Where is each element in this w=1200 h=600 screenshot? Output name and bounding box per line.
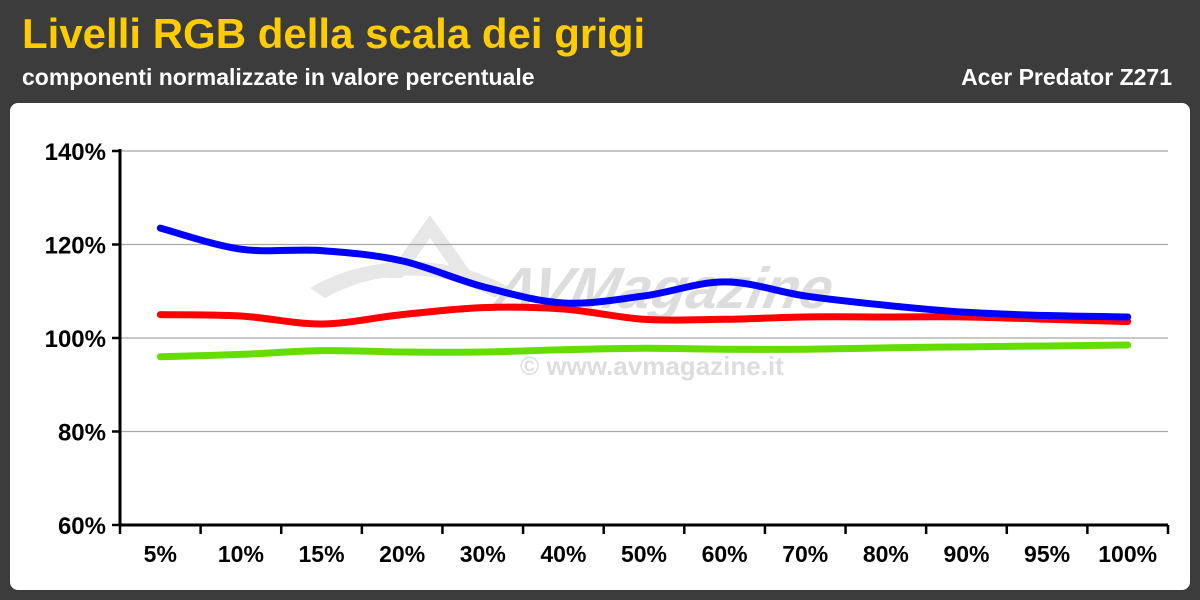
x-tick-label: 80% xyxy=(863,541,909,567)
x-tick-label: 10% xyxy=(218,541,264,567)
x-tick-label: 30% xyxy=(460,541,506,567)
y-tick-label: 60% xyxy=(58,513,106,540)
y-tick-label: 100% xyxy=(45,326,106,353)
watermark: AVMagazine © www.avmagazine.it xyxy=(310,215,840,381)
chart-title: Livelli RGB della scala dei grigi xyxy=(22,10,646,57)
series-line-2 xyxy=(156,341,1132,361)
chart-subtitle: componenti normalizzate in valore percen… xyxy=(22,64,535,90)
x-tick-label: 60% xyxy=(702,541,748,567)
chart-panel: AVMagazine © www.avmagazine.it 60% 80% 100… xyxy=(10,103,1190,590)
x-tick-label: 50% xyxy=(621,541,667,567)
header: Livelli RGB della scala dei grigi compon… xyxy=(0,0,1200,102)
y-tick-label: 120% xyxy=(45,233,106,260)
x-tick-label: 20% xyxy=(379,541,425,567)
x-tick-label: 100% xyxy=(1098,541,1157,567)
axes xyxy=(112,149,1170,534)
watermark-logo-text: AVMagazine xyxy=(487,257,840,321)
x-tick-label: 15% xyxy=(299,541,345,567)
series-line-0 xyxy=(156,224,1132,321)
line-chart: AVMagazine © www.avmagazine.it 60% 80% 100… xyxy=(45,139,1170,567)
x-tick-label: 70% xyxy=(782,541,828,567)
x-tick-label: 90% xyxy=(943,541,989,567)
x-tick-label: 40% xyxy=(540,541,586,567)
x-axis-ticks: 5% 10% 15% 20% 30% 40% 50% 60% 70% 80% 90% 95% 100% xyxy=(144,541,1157,567)
y-tick-label: 140% xyxy=(45,139,106,166)
y-axis-ticks: 60% 80% 100% 120% 140% xyxy=(45,139,106,540)
monitor-model: Acer Predator Z271 xyxy=(961,64,1172,90)
series-lines xyxy=(156,224,1132,361)
gridlines xyxy=(120,150,1168,433)
y-tick-label: 80% xyxy=(58,420,106,447)
x-tick-label: 5% xyxy=(144,541,177,567)
watermark-url: © www.avmagazine.it xyxy=(520,351,784,381)
x-tick-label: 95% xyxy=(1024,541,1070,567)
series-line-1 xyxy=(156,303,1132,328)
